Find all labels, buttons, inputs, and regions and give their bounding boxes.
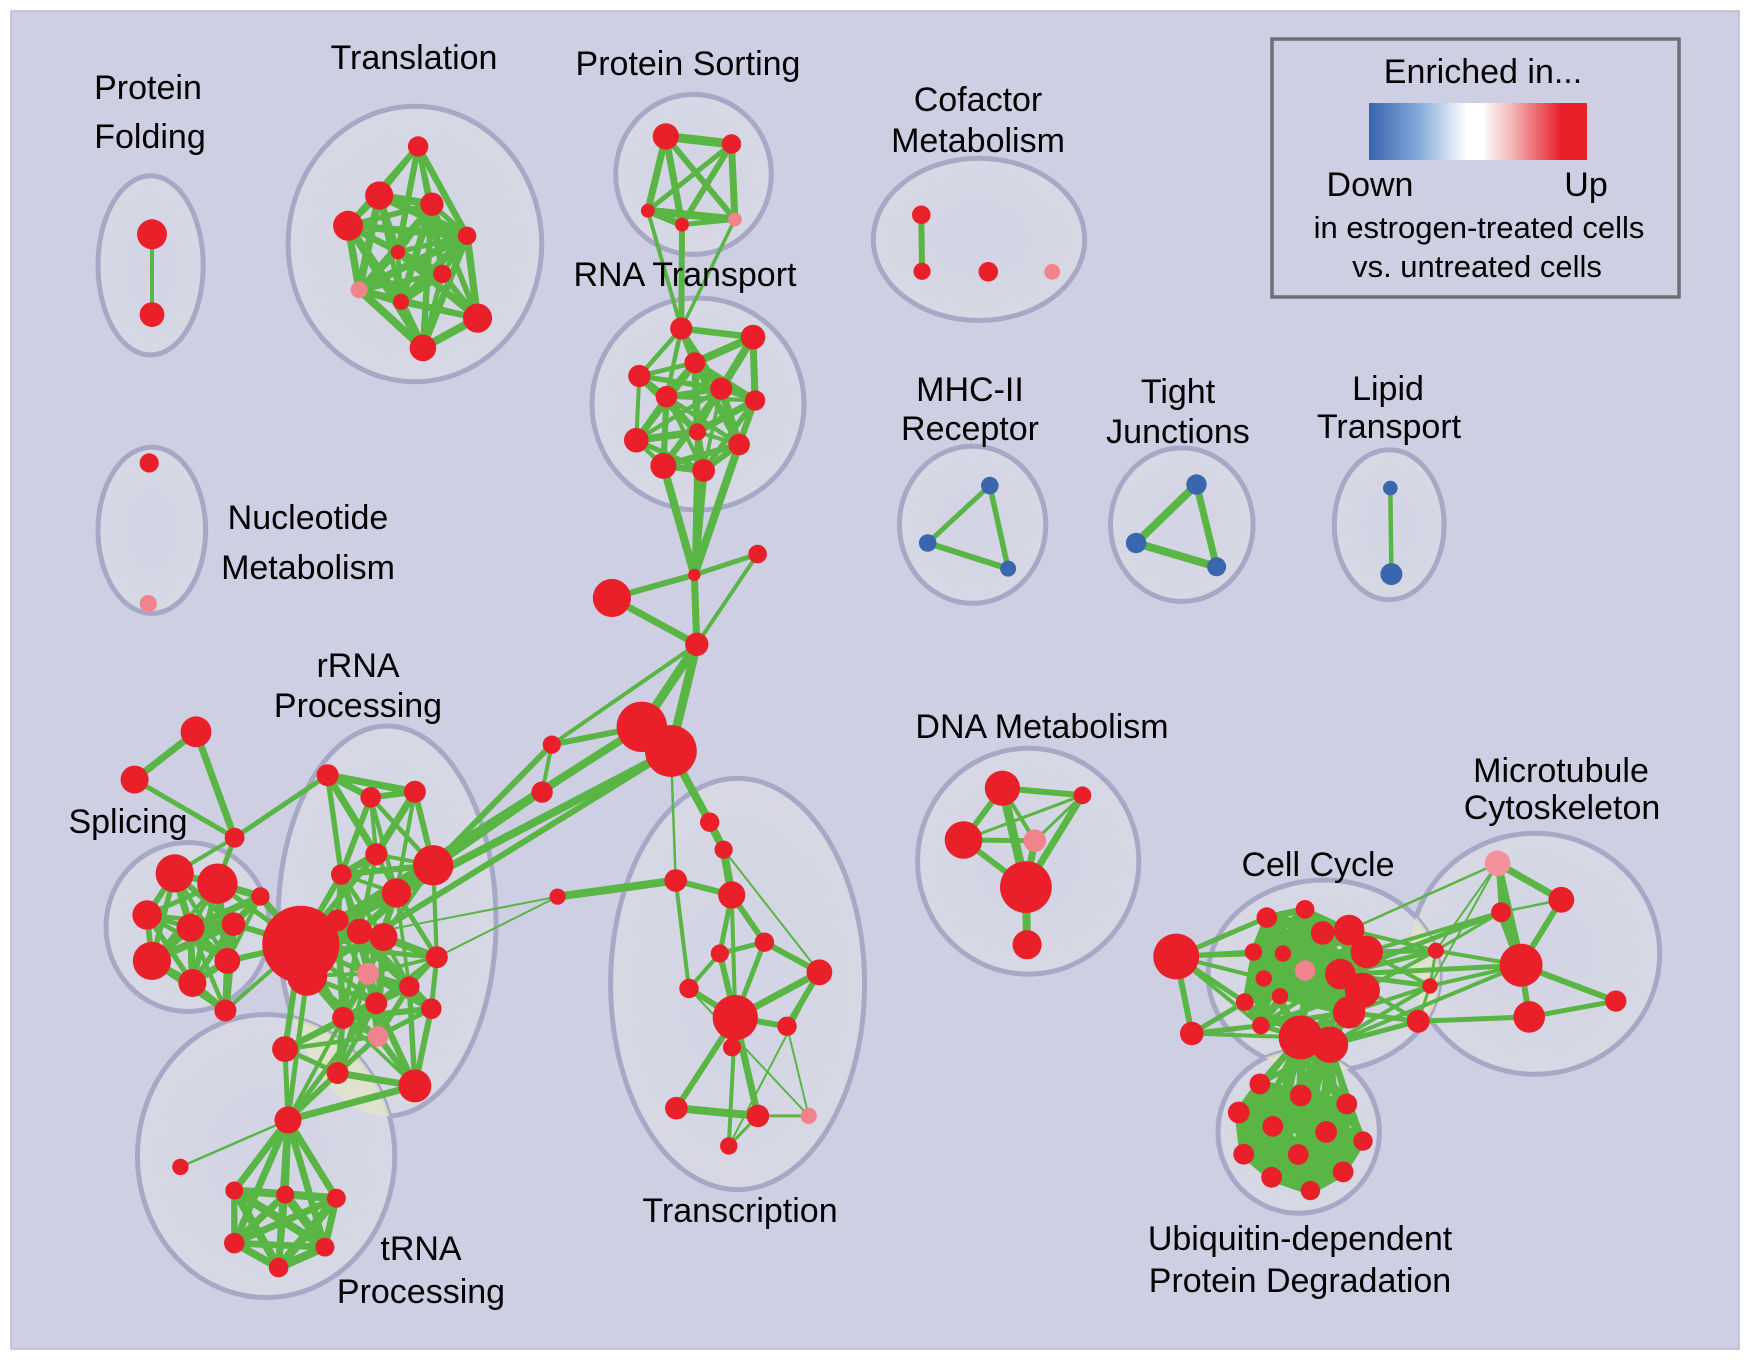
svg-text:Transport: Transport xyxy=(1317,408,1462,446)
svg-text:Translation: Translation xyxy=(331,39,498,77)
svg-text:vs. untreated cells: vs. untreated cells xyxy=(1352,249,1602,284)
svg-text:Folding: Folding xyxy=(94,118,206,156)
svg-text:Enriched in...: Enriched in... xyxy=(1384,53,1582,91)
svg-text:Protein: Protein xyxy=(94,69,202,107)
svg-text:Tight: Tight xyxy=(1141,373,1216,411)
svg-text:Splicing: Splicing xyxy=(68,803,187,841)
svg-text:Protein Degradation: Protein Degradation xyxy=(1149,1262,1451,1300)
svg-text:RNA Transport: RNA Transport xyxy=(574,256,798,294)
svg-text:Metabolism: Metabolism xyxy=(891,122,1065,160)
svg-text:tRNA: tRNA xyxy=(380,1230,462,1268)
svg-text:DNA Metabolism: DNA Metabolism xyxy=(915,708,1168,746)
svg-text:Ubiquitin-dependent: Ubiquitin-dependent xyxy=(1148,1220,1453,1258)
svg-text:Processing: Processing xyxy=(337,1273,505,1311)
svg-text:Up: Up xyxy=(1564,166,1607,204)
svg-text:Receptor: Receptor xyxy=(901,410,1039,448)
svg-text:Cofactor: Cofactor xyxy=(914,81,1043,119)
svg-text:Protein Sorting: Protein Sorting xyxy=(576,45,801,83)
svg-text:Cytoskeleton: Cytoskeleton xyxy=(1464,789,1661,827)
svg-text:Metabolism: Metabolism xyxy=(221,549,395,587)
svg-text:in estrogen-treated cells: in estrogen-treated cells xyxy=(1314,210,1645,245)
svg-text:Processing: Processing xyxy=(274,687,442,725)
svg-text:Lipid: Lipid xyxy=(1352,370,1424,408)
svg-text:Nucleotide: Nucleotide xyxy=(228,499,389,537)
svg-text:Cell Cycle: Cell Cycle xyxy=(1241,846,1394,884)
svg-text:rRNA: rRNA xyxy=(316,647,399,685)
svg-text:MHC-II: MHC-II xyxy=(916,371,1024,409)
svg-text:Transcription: Transcription xyxy=(642,1192,837,1230)
svg-text:Down: Down xyxy=(1327,166,1414,204)
svg-text:Junctions: Junctions xyxy=(1106,413,1250,451)
svg-text:Microtubule: Microtubule xyxy=(1473,752,1649,790)
